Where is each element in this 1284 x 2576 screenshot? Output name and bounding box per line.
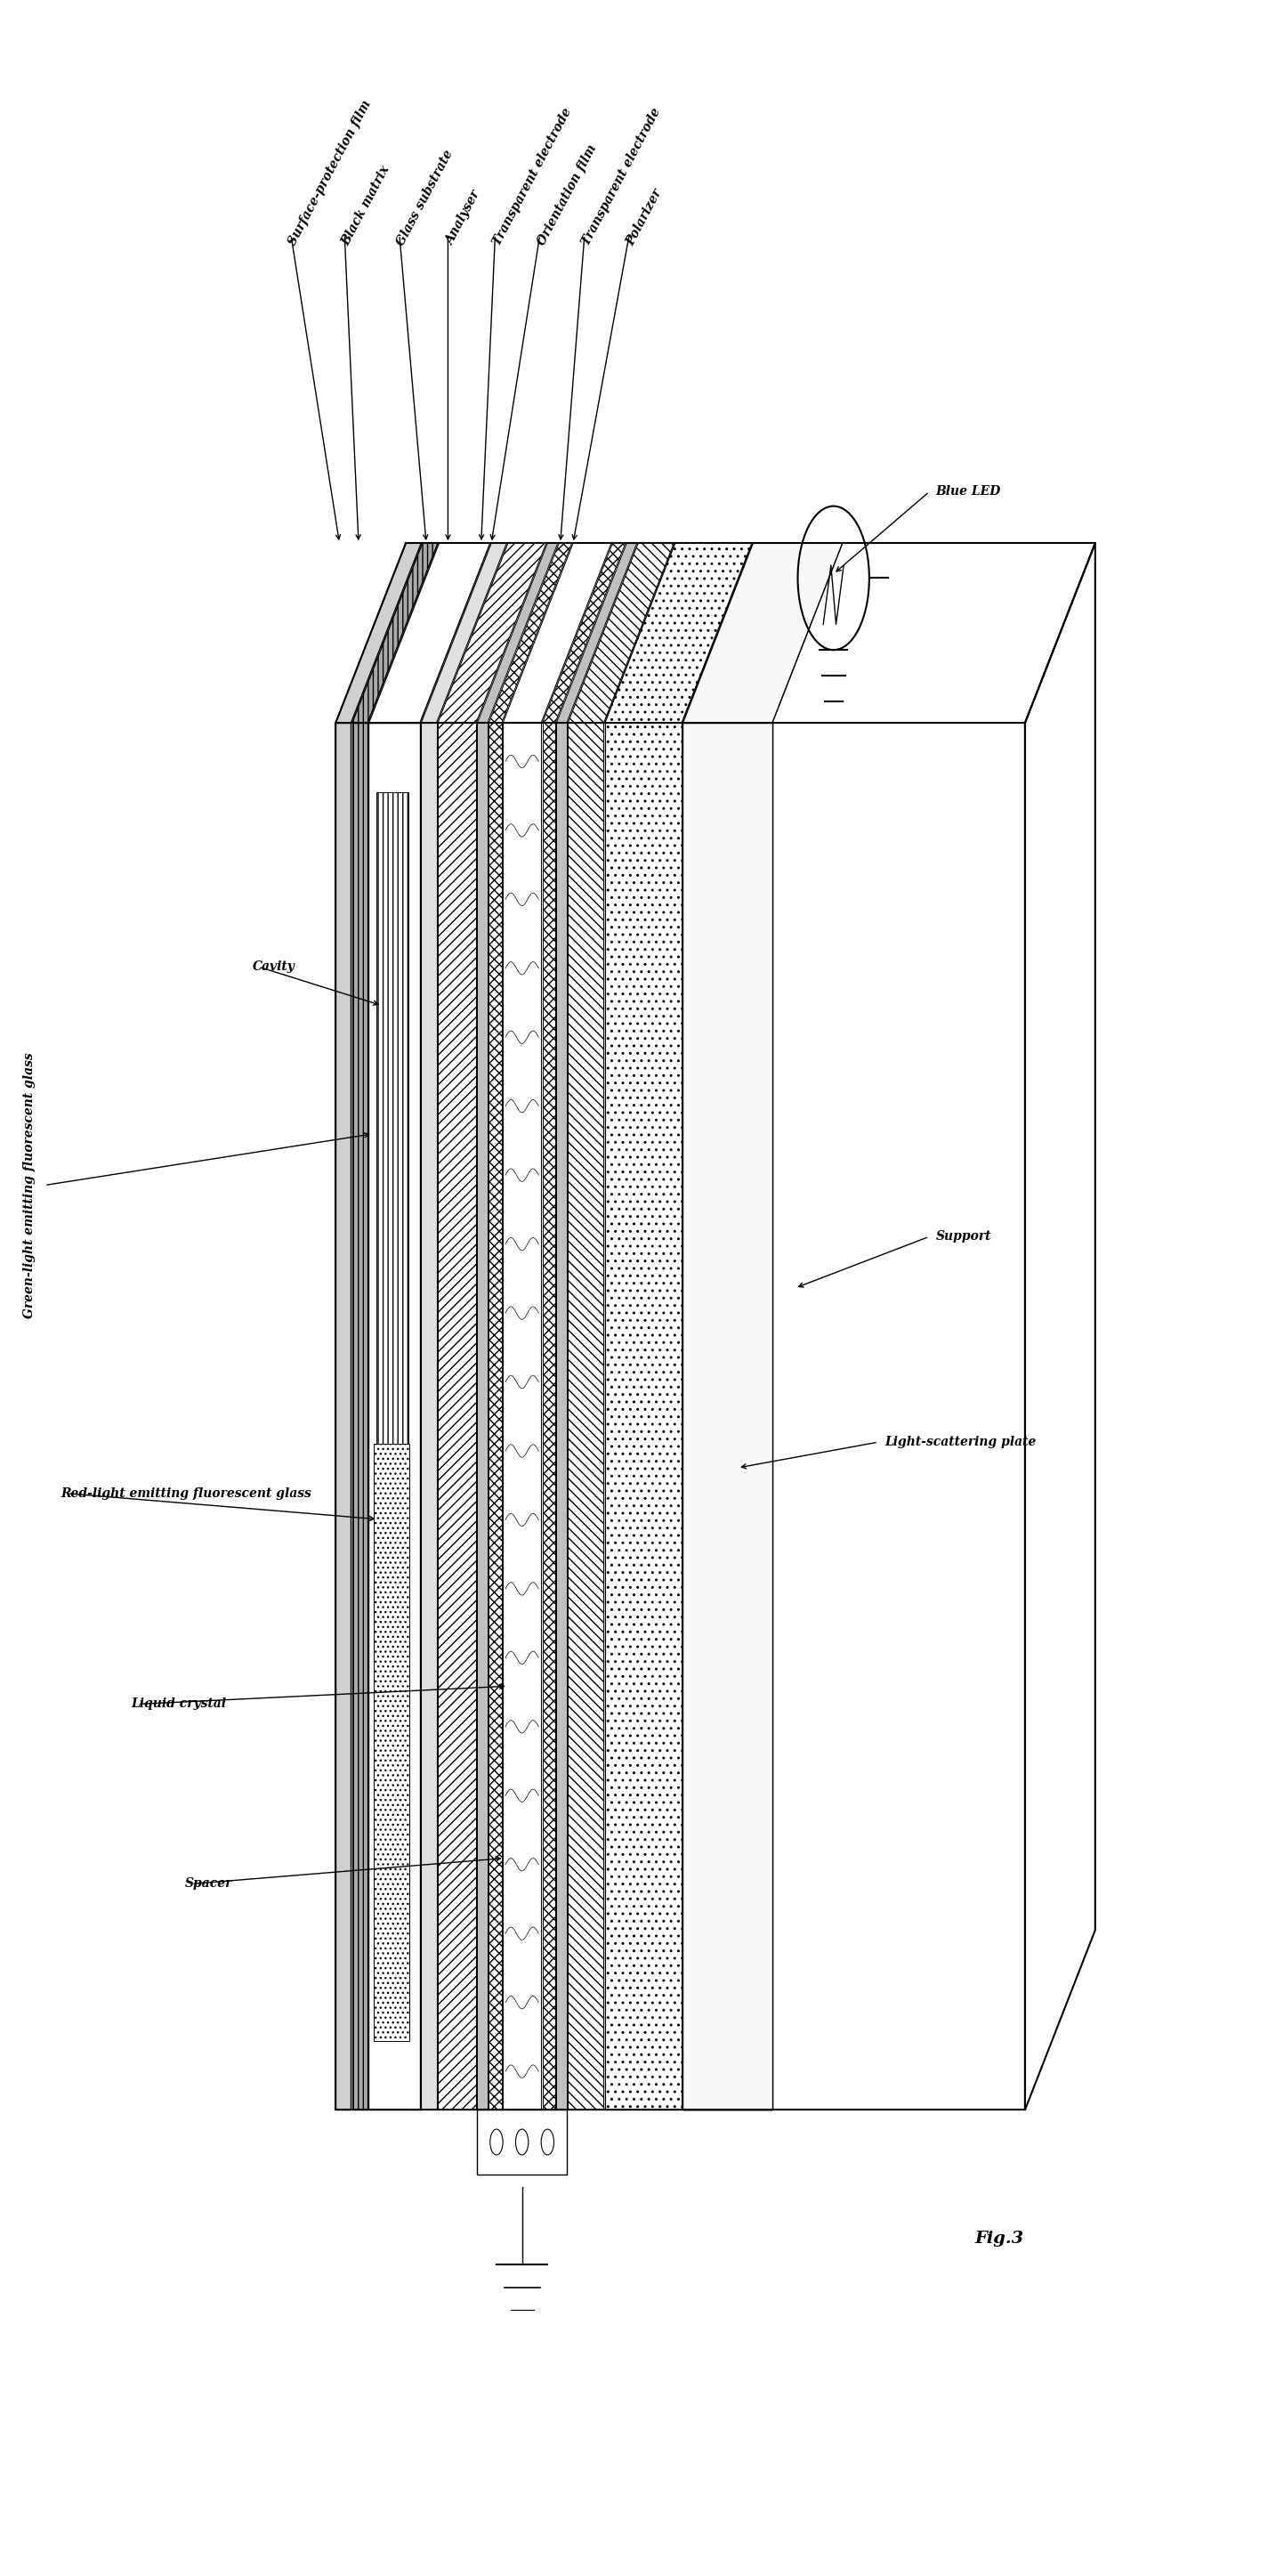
- Bar: [421, 724, 437, 2110]
- Polygon shape: [369, 544, 490, 724]
- Polygon shape: [335, 544, 421, 724]
- Text: Blue LED: Blue LED: [936, 484, 1000, 497]
- Bar: [374, 1445, 410, 2040]
- Text: Cavity: Cavity: [253, 961, 295, 974]
- Polygon shape: [683, 544, 842, 724]
- Text: Polarizer: Polarizer: [624, 188, 665, 247]
- Bar: [683, 724, 772, 2110]
- Bar: [542, 724, 555, 2110]
- Polygon shape: [489, 544, 571, 724]
- Text: Glass substrate: Glass substrate: [395, 147, 456, 247]
- Text: Support: Support: [936, 1231, 991, 1242]
- Text: Orientation film: Orientation film: [535, 142, 598, 247]
- Polygon shape: [542, 544, 625, 724]
- Polygon shape: [503, 544, 611, 724]
- Polygon shape: [1025, 544, 1095, 2110]
- Polygon shape: [605, 544, 752, 724]
- Text: Green-light emitting fluorescent glass: Green-light emitting fluorescent glass: [23, 1054, 36, 1319]
- Bar: [478, 724, 488, 2110]
- Text: Light-scattering plate: Light-scattering plate: [885, 1435, 1036, 1448]
- Bar: [369, 724, 420, 2110]
- Bar: [568, 724, 603, 2110]
- Bar: [605, 724, 682, 2110]
- Bar: [376, 793, 408, 1486]
- Bar: [556, 724, 566, 2110]
- Polygon shape: [605, 544, 841, 724]
- Polygon shape: [478, 544, 557, 724]
- Bar: [438, 724, 476, 2110]
- Text: Red-light emitting fluorescent glass: Red-light emitting fluorescent glass: [62, 1486, 312, 1499]
- Bar: [478, 2110, 566, 2174]
- Text: Black matrix: Black matrix: [340, 162, 393, 247]
- Bar: [503, 724, 541, 2110]
- Bar: [352, 724, 367, 2110]
- Polygon shape: [352, 544, 438, 724]
- Bar: [605, 724, 770, 2110]
- Text: Spacer: Spacer: [185, 1878, 232, 1891]
- Bar: [335, 724, 351, 2110]
- Bar: [489, 724, 502, 2110]
- Bar: [335, 724, 1025, 2110]
- Text: Analyser: Analyser: [443, 188, 483, 247]
- Polygon shape: [683, 544, 842, 724]
- Bar: [605, 724, 682, 2110]
- Polygon shape: [438, 544, 546, 724]
- Text: Transparent electrode: Transparent electrode: [580, 106, 663, 247]
- Text: Surface-protection film: Surface-protection film: [286, 98, 374, 247]
- Text: Liquid crystal: Liquid crystal: [131, 1698, 226, 1710]
- Polygon shape: [556, 544, 637, 724]
- Text: Transparent electrode: Transparent electrode: [490, 106, 574, 247]
- Bar: [683, 724, 772, 2110]
- Polygon shape: [605, 544, 752, 724]
- Polygon shape: [421, 544, 507, 724]
- Text: Fig.3: Fig.3: [975, 2231, 1025, 2246]
- Polygon shape: [568, 544, 674, 724]
